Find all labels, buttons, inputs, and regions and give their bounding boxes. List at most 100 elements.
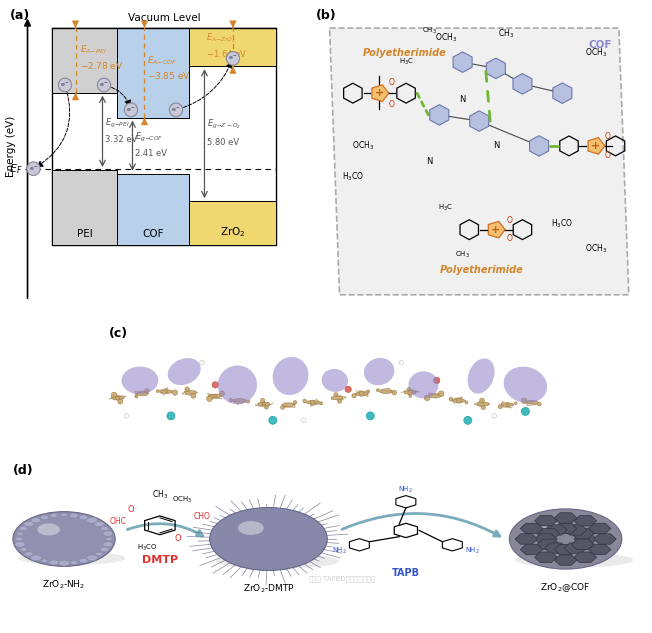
Bar xyxy=(117,28,190,118)
Circle shape xyxy=(210,508,327,570)
Text: e$^-$: e$^-$ xyxy=(99,81,109,89)
Circle shape xyxy=(509,509,622,569)
Polygon shape xyxy=(564,525,587,535)
Polygon shape xyxy=(488,222,505,238)
Text: NH$_2$: NH$_2$ xyxy=(464,546,479,556)
Circle shape xyxy=(230,519,297,555)
Circle shape xyxy=(269,417,277,424)
Text: $E_{g\mathregular{-Z-O_2}}$: $E_{g\mathregular{-Z-O_2}}$ xyxy=(207,118,242,131)
Text: (a): (a) xyxy=(10,9,30,22)
Circle shape xyxy=(87,517,98,523)
Circle shape xyxy=(522,408,529,415)
Circle shape xyxy=(512,510,617,567)
Circle shape xyxy=(31,522,88,553)
Bar xyxy=(52,28,276,245)
Text: Energy (eV): Energy (eV) xyxy=(6,115,16,177)
Circle shape xyxy=(17,532,23,536)
Circle shape xyxy=(219,391,224,396)
Circle shape xyxy=(40,515,49,520)
Text: O: O xyxy=(506,216,512,225)
Polygon shape xyxy=(282,403,295,406)
Circle shape xyxy=(170,103,183,116)
Circle shape xyxy=(310,400,315,404)
Circle shape xyxy=(191,393,196,398)
Circle shape xyxy=(13,511,115,567)
Ellipse shape xyxy=(168,358,201,385)
Circle shape xyxy=(409,394,411,398)
Text: O: O xyxy=(604,132,610,141)
Circle shape xyxy=(319,402,323,405)
Circle shape xyxy=(103,531,113,536)
Circle shape xyxy=(424,395,430,401)
Text: H$_3$C: H$_3$C xyxy=(398,57,413,67)
Text: 5.80 eV: 5.80 eV xyxy=(207,139,239,147)
Circle shape xyxy=(518,513,609,563)
Ellipse shape xyxy=(121,367,158,394)
Polygon shape xyxy=(554,523,577,534)
Circle shape xyxy=(376,389,379,392)
Ellipse shape xyxy=(216,553,339,569)
Text: +: + xyxy=(591,141,600,151)
Circle shape xyxy=(366,412,374,420)
Circle shape xyxy=(207,396,213,401)
Text: 2.41 eV: 2.41 eV xyxy=(136,149,168,158)
Circle shape xyxy=(392,391,396,395)
Text: PEI: PEI xyxy=(77,229,93,239)
Circle shape xyxy=(293,401,297,404)
Text: Vacuum Level: Vacuum Level xyxy=(128,13,200,23)
Polygon shape xyxy=(520,523,542,534)
Ellipse shape xyxy=(273,357,308,395)
Text: (c): (c) xyxy=(109,327,128,340)
Text: 3.32 eV: 3.32 eV xyxy=(106,135,138,144)
Ellipse shape xyxy=(467,358,495,394)
Circle shape xyxy=(434,377,440,384)
Polygon shape xyxy=(589,544,611,555)
Circle shape xyxy=(116,396,120,400)
Bar xyxy=(52,28,117,92)
Text: OHC: OHC xyxy=(110,517,126,527)
Circle shape xyxy=(222,514,310,561)
Text: O: O xyxy=(506,234,512,244)
Circle shape xyxy=(18,515,108,562)
Circle shape xyxy=(100,547,109,552)
Circle shape xyxy=(100,526,109,531)
Circle shape xyxy=(185,387,190,391)
Polygon shape xyxy=(469,111,489,131)
Text: $-$1.64 eV: $-$1.64 eV xyxy=(206,48,247,59)
Circle shape xyxy=(213,509,323,568)
Text: e$^-$: e$^-$ xyxy=(126,106,136,114)
Polygon shape xyxy=(554,544,577,555)
Text: ZrO$_2$-NH$_2$: ZrO$_2$-NH$_2$ xyxy=(42,579,85,591)
Polygon shape xyxy=(529,135,548,156)
Circle shape xyxy=(456,398,462,403)
Circle shape xyxy=(506,403,509,406)
Polygon shape xyxy=(136,392,149,396)
Text: OCH$_3$: OCH$_3$ xyxy=(585,242,606,254)
Text: $E_F$: $E_F$ xyxy=(9,162,23,175)
Polygon shape xyxy=(554,513,577,523)
Ellipse shape xyxy=(364,358,394,385)
Text: NH$_2$: NH$_2$ xyxy=(398,484,413,495)
Circle shape xyxy=(228,517,301,557)
Polygon shape xyxy=(574,534,597,544)
Circle shape xyxy=(280,405,284,410)
Text: $E_{g\mathregular{-COF}}$: $E_{g\mathregular{-COF}}$ xyxy=(136,131,164,144)
Circle shape xyxy=(538,403,541,406)
Polygon shape xyxy=(520,544,542,555)
Circle shape xyxy=(28,520,92,555)
Circle shape xyxy=(509,509,622,569)
Circle shape xyxy=(167,412,175,420)
Circle shape xyxy=(449,398,452,401)
Polygon shape xyxy=(355,392,368,396)
Polygon shape xyxy=(544,543,567,553)
Text: H$_3$CO: H$_3$CO xyxy=(137,542,157,553)
Text: (d): (d) xyxy=(13,464,33,477)
Polygon shape xyxy=(501,403,514,406)
Polygon shape xyxy=(329,28,629,295)
Circle shape xyxy=(366,390,370,393)
Text: ZrO$_2$: ZrO$_2$ xyxy=(220,225,246,239)
Text: $-$3.85 eV: $-$3.85 eV xyxy=(147,70,191,82)
Circle shape xyxy=(172,390,177,395)
Text: COF: COF xyxy=(143,229,164,239)
Polygon shape xyxy=(477,402,490,406)
